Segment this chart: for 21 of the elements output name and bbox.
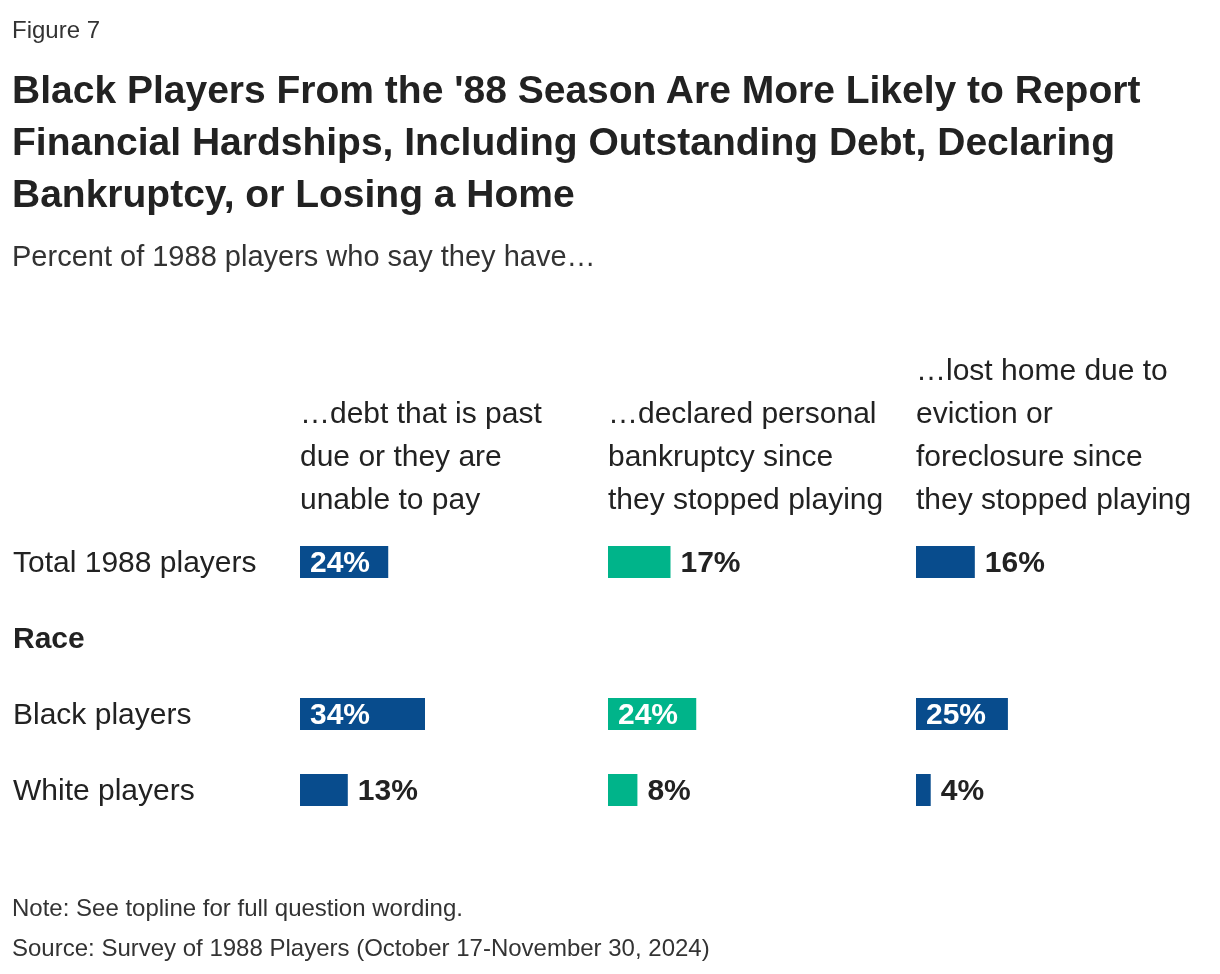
data-label: 17% [680,545,741,578]
y-tick-label: Race [13,621,85,654]
data-label: 24% [310,545,371,578]
data-label: 4% [940,773,985,806]
y-tick-label: Total 1988 players [13,545,257,578]
data-label: 8% [647,773,691,806]
y-tick-label: Black players [13,697,192,730]
text: Percent of 1988 players who say they have… [12,240,597,273]
y-tick-label: White players [13,773,195,806]
chart-title: …lost home due to eviction or foreclosure since they stopped playing [916,352,1193,517]
text: Black Players From the '88 Season Are More Likely to Report Financial Hardships, Including Outstanding Debt, Declaring Bankruptcy, or Losing a Home [12,67,1142,217]
chart-title: …declared personal bankruptcy since they stopped playing [608,395,885,517]
caption: Figure 7 [12,16,102,44]
data-label: 25% [926,697,987,730]
data-label: 34% [310,697,371,730]
data-label: 13% [357,773,418,806]
data-label: 24% [618,697,679,730]
text: Note: See topline for full question wording. [12,893,464,923]
chart-title: …debt that is past due or they are unable to pay [300,395,543,517]
data-label: 16% [984,545,1045,578]
source-note: Source: Survey of 1988 Players (October 17-November 30, 2024) [12,933,710,963]
